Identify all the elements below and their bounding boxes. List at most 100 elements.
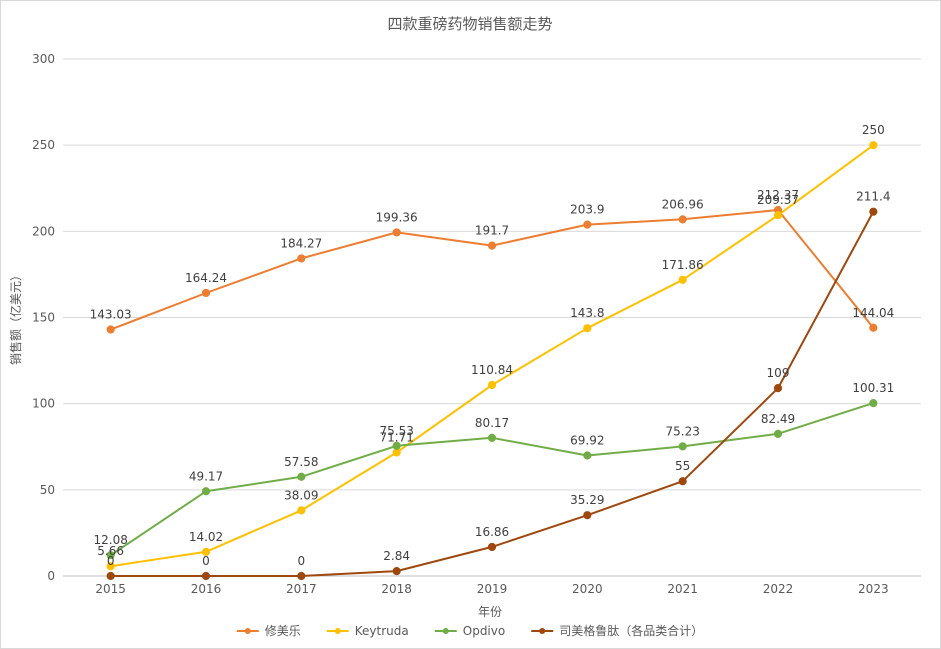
x-tick-label: 2015 <box>95 582 126 596</box>
data-label: 57.58 <box>284 455 318 469</box>
data-label: 14.02 <box>189 530 223 544</box>
y-axis-label: 销售额（亿美元） <box>8 269 23 365</box>
legend-item-2: Opdivo <box>434 624 505 638</box>
data-label: 184.27 <box>280 236 322 250</box>
data-point <box>869 399 878 408</box>
x-tick-label: 2023 <box>858 582 889 596</box>
data-point <box>583 451 592 460</box>
data-label: 143.8 <box>570 306 604 320</box>
data-point <box>201 288 211 298</box>
legend-marker <box>334 628 341 634</box>
data-point <box>297 254 306 263</box>
data-label: 12.08 <box>93 533 127 547</box>
data-point <box>392 567 401 576</box>
series-line-1 <box>110 144 874 568</box>
data-label: 164.24 <box>185 271 227 285</box>
x-tick-label: 2019 <box>477 582 508 596</box>
data-point <box>773 429 783 438</box>
data-point <box>487 380 497 390</box>
x-axis-ticks: 2015 2016 2017 2018 2019 2020 2021 2022 2023 <box>95 582 888 596</box>
data-label: 0 <box>298 554 306 568</box>
data-point <box>201 487 211 496</box>
data-point <box>106 551 115 560</box>
y-tick-label: 250 <box>32 138 55 152</box>
data-label: 100.31 <box>852 381 894 395</box>
data-point <box>297 506 306 515</box>
legend-label: 司美格鲁肽（各品类合计） <box>559 623 703 638</box>
data-point <box>392 228 401 237</box>
legend-item-3: 司美格鲁肽（各品类合计） <box>531 623 703 638</box>
legend-marker <box>442 628 449 634</box>
legend-marker <box>539 628 546 634</box>
data-label: 109 <box>767 366 790 380</box>
legend: 修美乐 Keytruda Opdivo 司美格鲁肽（各品类合计） <box>236 623 703 638</box>
series-lines <box>110 144 875 577</box>
data-point <box>869 323 878 332</box>
data-label: 49.17 <box>189 469 223 483</box>
data-point <box>869 141 878 150</box>
data-point <box>869 207 878 216</box>
data-label: 38.09 <box>284 488 318 502</box>
data-label: 212.37 <box>757 188 799 202</box>
y-axis-ticks: 0 50 100 150 200 250 300 <box>32 52 55 583</box>
series-line-3 <box>110 211 875 577</box>
data-label: 16.86 <box>475 525 509 539</box>
data-label: 191.7 <box>475 224 509 238</box>
data-label: 75.23 <box>665 424 699 438</box>
data-label: 110.84 <box>471 363 513 377</box>
gridlines <box>63 58 921 577</box>
data-point <box>773 211 783 220</box>
data-label: 0 <box>202 554 210 568</box>
data-label: 206.96 <box>662 197 704 211</box>
data-labels: 143.03 164.24 184.27 199.36 191.7 203.9 206.96… <box>90 123 895 568</box>
y-tick-label: 200 <box>32 224 55 238</box>
data-label: 171.86 <box>662 258 704 272</box>
data-label: 209.37 <box>757 193 799 207</box>
y-tick-label: 0 <box>47 569 55 583</box>
x-tick-label: 2017 <box>286 582 317 596</box>
legend-marker <box>244 628 251 634</box>
data-point <box>106 325 115 334</box>
data-point <box>773 384 783 393</box>
data-label: 80.17 <box>475 416 509 430</box>
y-tick-label: 50 <box>40 483 55 497</box>
y-tick-label: 300 <box>32 52 55 66</box>
data-point <box>678 477 687 486</box>
data-point <box>201 547 211 556</box>
legend-label: Opdivo <box>463 624 505 638</box>
x-tick-label: 2022 <box>763 582 794 596</box>
data-point <box>583 511 592 520</box>
legend-label: Keytruda <box>355 624 409 638</box>
x-axis-label: 年份 <box>478 605 502 619</box>
data-point <box>487 542 497 552</box>
data-point <box>487 241 497 250</box>
data-label: 71.71 <box>379 430 413 444</box>
legend-item-0: 修美乐 <box>236 623 301 638</box>
data-point <box>201 571 211 581</box>
data-label: 55 <box>675 459 690 473</box>
data-point <box>106 571 115 581</box>
y-tick-label: 100 <box>32 397 55 411</box>
x-tick-label: 2016 <box>191 582 222 596</box>
data-point <box>678 275 687 284</box>
data-point <box>583 220 592 229</box>
data-point <box>487 433 497 442</box>
data-label: 2.84 <box>383 549 410 563</box>
data-point <box>678 215 687 224</box>
legend-label: 修美乐 <box>265 623 301 638</box>
data-label: 211.4 <box>856 190 890 204</box>
data-label: 199.36 <box>376 210 418 224</box>
data-point <box>106 562 115 571</box>
x-tick-label: 2018 <box>381 582 412 596</box>
series-points <box>106 141 878 581</box>
data-label: 69.92 <box>570 434 604 448</box>
data-point <box>297 472 306 481</box>
data-label: 0 <box>107 554 115 568</box>
x-tick-label: 2020 <box>572 582 603 596</box>
data-label: 250 <box>862 123 885 137</box>
x-tick-label: 2021 <box>667 582 698 596</box>
data-point <box>678 442 687 451</box>
data-point <box>297 571 306 581</box>
data-label: 143.03 <box>90 308 132 322</box>
